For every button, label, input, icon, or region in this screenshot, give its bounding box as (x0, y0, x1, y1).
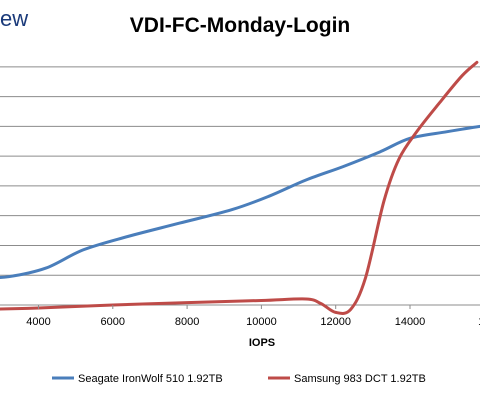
series-line-2 (0, 60, 479, 315)
x-tick-label: 8000 (175, 316, 199, 328)
plot-area (0, 60, 480, 315)
x-tick-label: 4000 (26, 316, 50, 328)
gridlines (0, 66, 480, 306)
x-tick-label: 16 (478, 316, 480, 328)
series-line-1 (0, 124, 480, 280)
legend: Seagate IronWolf 510 1.92TB Samsung 983 D… (52, 373, 426, 385)
legend-label: Seagate IronWolf 510 1.92TB (78, 373, 223, 385)
brand-logo-text: ew (0, 6, 28, 31)
x-axis-label: IOPS (249, 337, 275, 349)
x-tick-label: 6000 (101, 316, 125, 328)
x-tick-label: 12000 (320, 316, 351, 328)
x-tick-label: 10000 (246, 316, 277, 328)
x-axis-ticks: 4000 6000 8000 10000 12000 14000 16 (26, 305, 480, 328)
chart-title: VDI-FC-Monday-Login (130, 14, 350, 37)
legend-label: Samsung 983 DCT 1.92TB (294, 373, 426, 385)
x-tick-label: 14000 (395, 316, 426, 328)
